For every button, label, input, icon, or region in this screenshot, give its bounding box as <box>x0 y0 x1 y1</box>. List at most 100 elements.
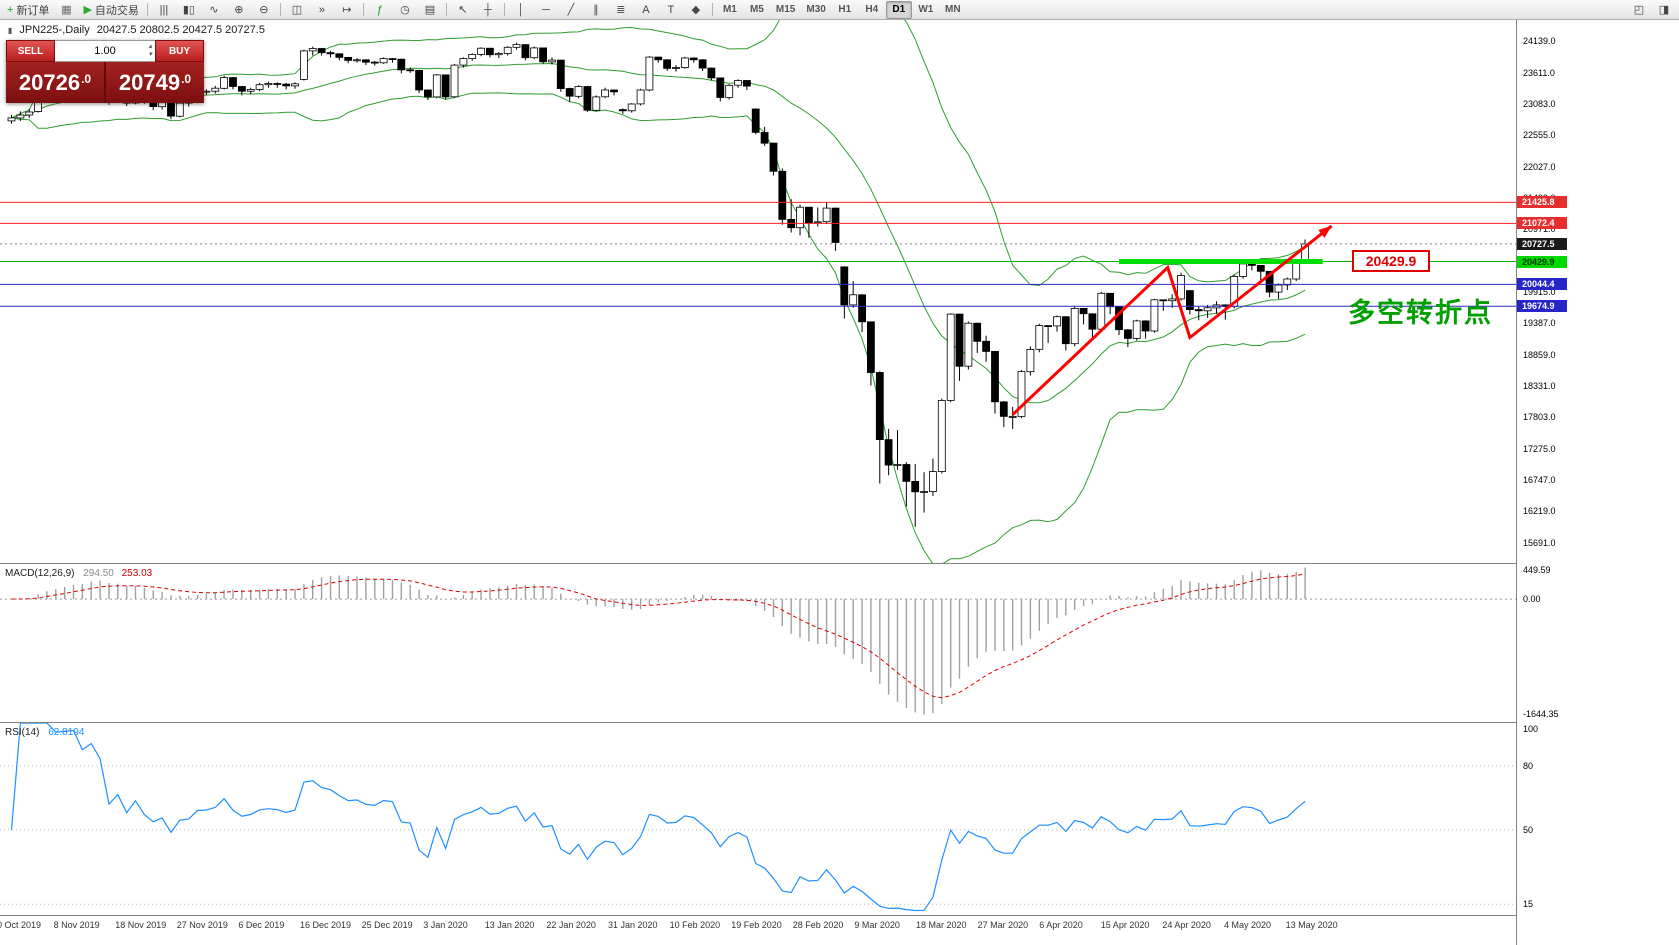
buy-price-value: 20749 <box>118 69 181 95</box>
channel-button[interactable]: ∥ <box>584 1 608 19</box>
vertical-line-icon: │ <box>517 3 525 16</box>
date-label: 16 Dec 2019 <box>300 920 352 930</box>
sell-price[interactable]: 20726 .0 <box>6 62 104 103</box>
candlestick-chart-type-icon: ▮▯ <box>182 3 195 16</box>
price-tick: 18859.0 <box>1523 350 1556 360</box>
horizontal-line-icon: ─ <box>542 3 550 16</box>
indicators-button[interactable]: ƒ <box>368 1 392 19</box>
support-price-callout: 20429.9 <box>1352 250 1430 272</box>
price-tick: 17803.0 <box>1523 412 1556 422</box>
date-label: 25 Dec 2019 <box>361 920 413 930</box>
toolbar-separator <box>503 3 505 16</box>
cursor-icon: ↖ <box>458 3 468 16</box>
rsi-line <box>10 723 1306 912</box>
volume-field[interactable]: 1.00 ▴ ▾ <box>55 40 155 62</box>
macd-indicator-panel[interactable] <box>0 564 1516 722</box>
date-label: 31 Jan 2020 <box>608 920 658 930</box>
auto-scroll-icon: » <box>318 3 325 16</box>
new-order-button[interactable]: + 新订单 <box>3 1 53 19</box>
price-tick: 23083.0 <box>1523 99 1556 109</box>
sell-price-frac: .0 <box>81 71 92 86</box>
price-tag: 20727.5 <box>1517 238 1567 250</box>
periods-icon: ◷ <box>400 3 410 16</box>
date-label: 18 Nov 2019 <box>115 920 167 930</box>
turning-point-annotation: 多空转折点 <box>1348 298 1493 328</box>
auto-scroll-button[interactable]: » <box>310 1 334 19</box>
chart-profile-button[interactable]: ◰ <box>1627 1 1651 19</box>
trendline-icon: ╱ <box>567 3 575 16</box>
timeframe-w1-button[interactable]: W1 <box>918 4 934 15</box>
tile-windows-button[interactable]: ◫ <box>285 1 309 19</box>
zoom-out-button[interactable]: ⊖ <box>252 1 276 19</box>
timeframe-m5-button[interactable]: M5 <box>749 4 764 15</box>
timeframe-h1-button[interactable]: H1 <box>838 4 852 15</box>
open-chart-button[interactable]: ▦ <box>54 1 78 19</box>
text-button[interactable]: A <box>634 1 658 19</box>
volume-up-icon[interactable]: ▴ <box>148 43 152 50</box>
rsi-scale-label: 80 <box>1523 761 1534 771</box>
shapes-button[interactable]: ◆ <box>684 1 708 19</box>
horizontal-lines[interactable] <box>0 201 1516 307</box>
macd-panel-header: MACD(12,26,9) 294.50 253.03 <box>5 568 152 579</box>
panel-separator[interactable] <box>0 563 1679 564</box>
macd-scale-min: -1644.35 <box>1523 709 1559 719</box>
sell-button[interactable]: SELL <box>6 40 55 62</box>
candlestick-chart-type-button[interactable]: ▮▯ <box>177 1 201 19</box>
price-tick: 16219.0 <box>1523 506 1556 516</box>
price-axis[interactable]: 24139.023611.023083.022555.022027.021499… <box>1516 20 1679 945</box>
chart-shift-button[interactable]: ↦ <box>335 1 359 19</box>
zoom-in-button[interactable]: ⊕ <box>227 1 251 19</box>
timeframe-mn-button[interactable]: MN <box>945 4 961 15</box>
trend-arrow-line[interactable] <box>1011 224 1333 416</box>
fibonacci-button[interactable]: ≣ <box>609 1 633 19</box>
price-tick: 23611.0 <box>1523 68 1555 78</box>
toolbar-separator <box>146 3 148 16</box>
rsi-indicator-panel[interactable] <box>0 723 1516 915</box>
crosshair-button[interactable]: ┼ <box>476 1 500 19</box>
toolbar-separator <box>711 3 713 16</box>
chart-shift-icon: ↦ <box>342 3 352 16</box>
timeframe-m15-button[interactable]: M15 <box>775 4 796 15</box>
chart-profile-icon: ◰ <box>1633 3 1645 16</box>
chart-ohlc-header: ▮ JPN225-,Daily 20427.5 20802.5 20427.5 … <box>8 24 265 36</box>
cursor-button[interactable]: ↖ <box>451 1 475 19</box>
buy-button[interactable]: BUY <box>155 40 204 62</box>
volume-down-icon[interactable]: ▾ <box>148 51 152 58</box>
vertical-line-button[interactable]: │ <box>509 1 533 19</box>
chart-window[interactable]: ▮ JPN225-,Daily 20427.5 20802.5 20427.5 … <box>0 20 1679 945</box>
fibonacci-icon: ≣ <box>616 3 626 16</box>
horizontal-line-button[interactable]: ─ <box>534 1 558 19</box>
data-window-button[interactable]: ◨ <box>1652 1 1676 19</box>
timeframe-d1-button[interactable]: D1 <box>885 0 912 19</box>
buy-price-frac: .0 <box>181 71 192 86</box>
periods-button[interactable]: ◷ <box>393 1 417 19</box>
bar-chart-type-button[interactable]: ||| <box>152 1 176 19</box>
templates-button[interactable]: ▤ <box>418 1 442 19</box>
date-label: 27 Nov 2019 <box>176 920 228 930</box>
price-tick: 22555.0 <box>1523 130 1556 140</box>
timeframe-m1-button[interactable]: M1 <box>722 4 737 15</box>
timeframe-m30-button[interactable]: M30 <box>806 4 826 15</box>
timeframe-h4-button[interactable]: H4 <box>865 4 879 15</box>
one-click-trading-panel: SELL 1.00 ▴ ▾ BUY 20726 .0 20749 .0 <box>6 40 204 103</box>
data-window-icon: ◨ <box>1658 3 1670 16</box>
rsi-scale-label: 100 <box>1523 724 1539 734</box>
buy-price[interactable]: 20749 .0 <box>106 62 204 103</box>
toolbar: + 新订单 ▦ ▶ 自动交易 ||| ▮▯ ∿ ⊕ ⊖ ◫ » ↦ ƒ ◷ ▤ ↖ ┼ │ ─ ╱ ∥ ≣ A T ◆ M1 M5 M1… <box>0 0 1679 20</box>
label-button[interactable]: T <box>659 1 683 19</box>
price-chart[interactable] <box>0 20 1516 563</box>
macd-signal-line <box>11 573 1306 699</box>
price-tag: 21072.4 <box>1517 217 1567 229</box>
panel-separator[interactable] <box>0 722 1679 723</box>
line-chart-type-button[interactable]: ∿ <box>202 1 226 19</box>
auto-trading-button[interactable]: ▶ 自动交易 <box>79 1 142 19</box>
tile-windows-icon: ◫ <box>291 3 303 16</box>
time-axis[interactable]: 30 Oct 2019 8 Nov 2019 18 Nov 2019 27 Nov 2… <box>0 916 1516 945</box>
price-tick: 16747.0 <box>1523 475 1556 485</box>
zoom-out-icon: ⊖ <box>259 3 269 16</box>
price-tick: 19915.0 <box>1523 287 1556 297</box>
macd-histogram <box>19 567 1306 715</box>
date-label: 13 Jan 2020 <box>484 920 535 930</box>
rsi-scale-label: 50 <box>1523 825 1534 835</box>
trendline-button[interactable]: ╱ <box>559 1 583 19</box>
